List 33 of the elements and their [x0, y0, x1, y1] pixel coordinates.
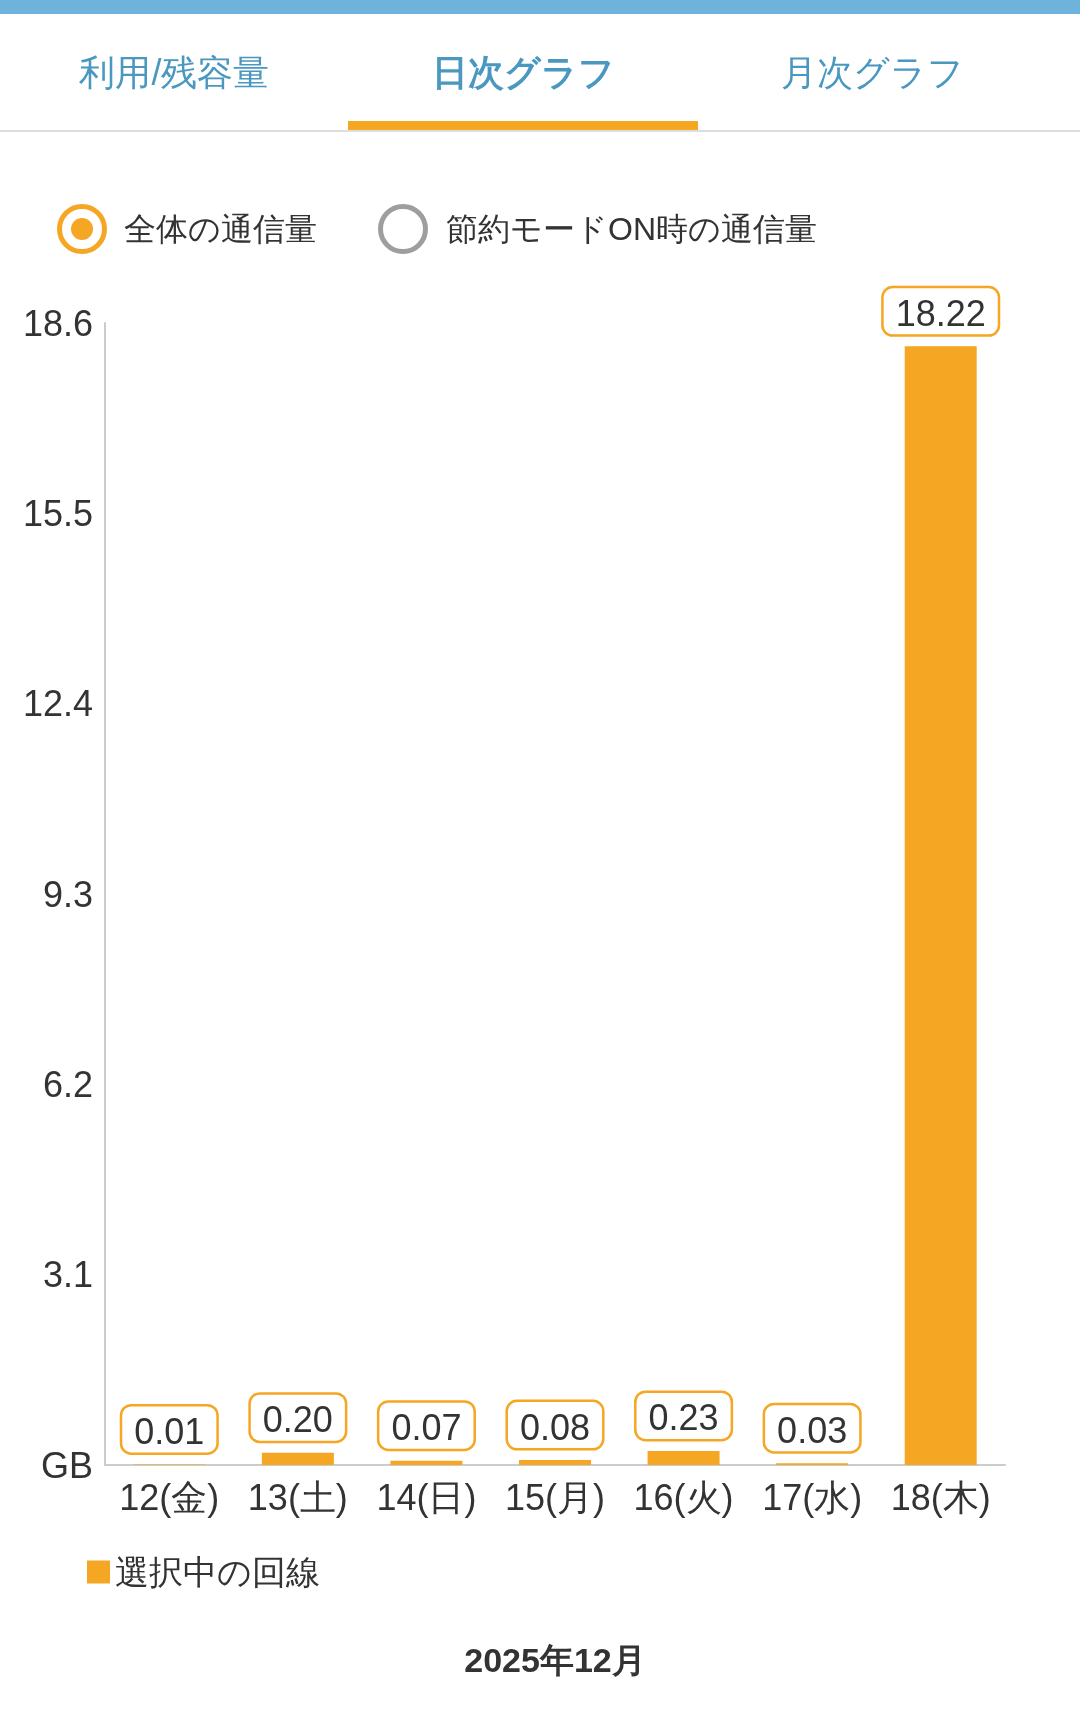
y-tick-label: GB — [40, 1444, 93, 1486]
y-tick-label: 18.6 — [22, 302, 93, 344]
text: 日次グラフ — [431, 51, 616, 95]
x-tick-label: 15(月) — [504, 1476, 606, 1518]
y-tick-label: 6.2 — [42, 1063, 93, 1105]
data-label: 0.03 — [777, 1409, 848, 1451]
x-tick-label: 16(火) — [633, 1476, 734, 1518]
text: 月次グラフ — [780, 51, 965, 95]
x-tick-label: 14(日) — [376, 1476, 477, 1518]
data-label: 0.23 — [648, 1397, 719, 1439]
x-tick-label: 17(水) — [762, 1476, 863, 1518]
text: 節約モードON時の通信量 — [446, 210, 817, 249]
y-tick-label: 9.3 — [42, 873, 93, 915]
bar — [261, 1452, 334, 1465]
data-label: 0.01 — [134, 1410, 205, 1452]
bar — [519, 1460, 591, 1465]
bar — [390, 1460, 463, 1465]
y-tick-label: 15.5 — [22, 492, 93, 534]
x-tick-label: 13(土) — [247, 1476, 348, 1518]
y-tick-label: 3.1 — [42, 1254, 93, 1296]
text: 利用/残容量 — [78, 51, 271, 95]
bar — [904, 346, 977, 1465]
x-axis-title: 2025年12月 — [464, 1641, 646, 1679]
x-tick-label: 12(金) — [119, 1476, 220, 1518]
x-tick-label: 18(木) — [890, 1476, 991, 1518]
y-tick-label: 12.4 — [22, 683, 93, 725]
data-label: 0.08 — [519, 1406, 591, 1448]
data-label: 0.07 — [391, 1407, 462, 1449]
legend-label: 選択中の回線 — [115, 1553, 320, 1591]
bar — [647, 1450, 720, 1465]
text: 全体の通信量 — [124, 210, 317, 249]
data-label: 18.22 — [895, 292, 986, 334]
data-label: 0.20 — [262, 1399, 333, 1441]
